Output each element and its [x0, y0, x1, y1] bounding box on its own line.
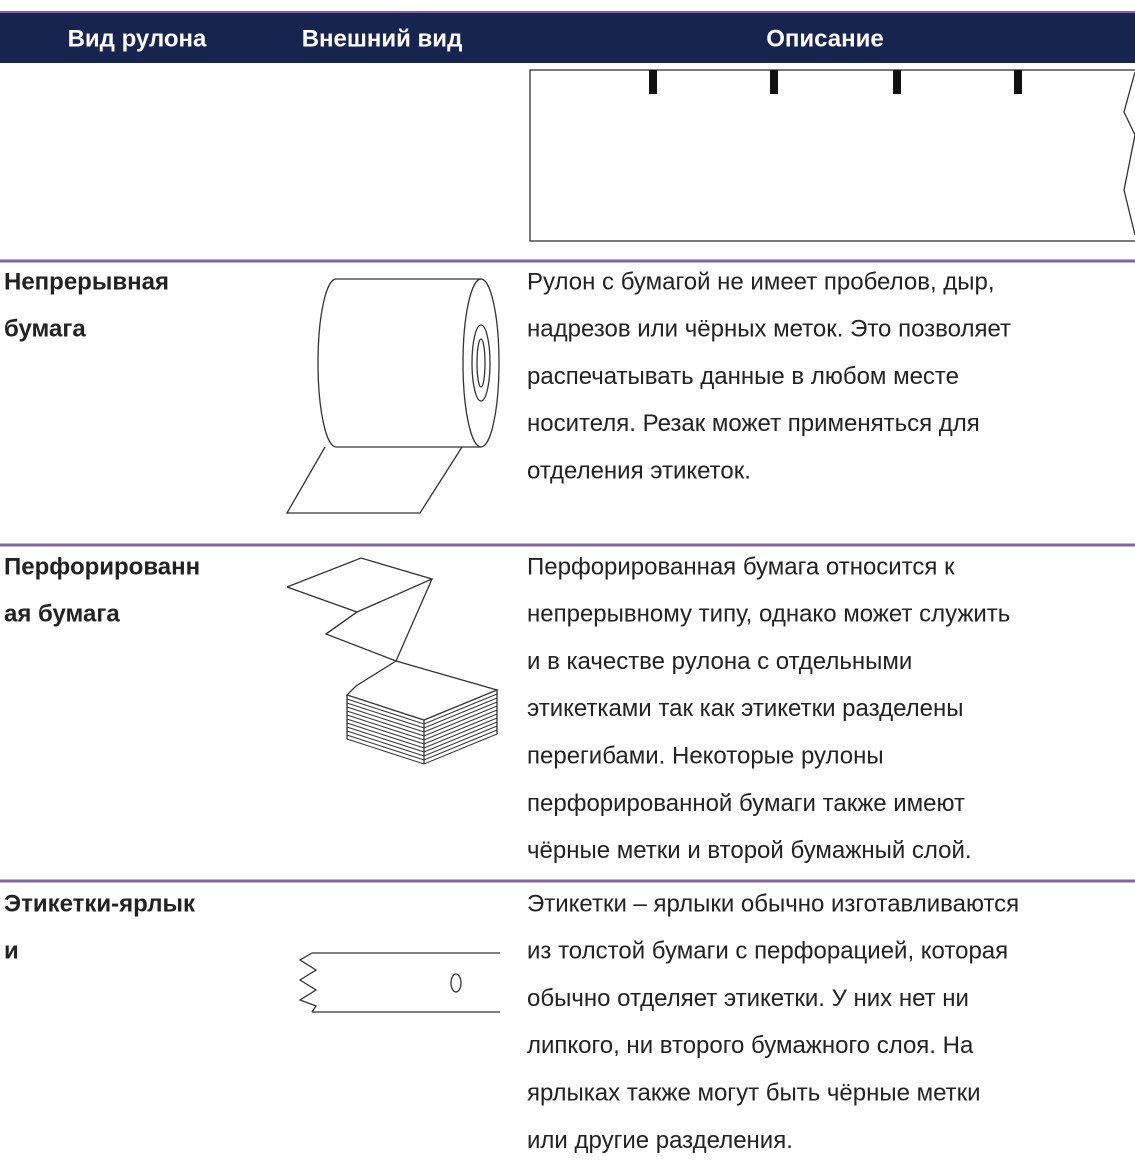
description-line: перфорированной бумаги также имеют	[527, 790, 965, 817]
roll-type-name: и	[4, 938, 19, 965]
roll-type-name: Непрерывная	[4, 268, 169, 295]
description-line: распечатывать данные в любом месте	[527, 363, 959, 390]
roll-type-name: ая бумага	[4, 601, 120, 628]
tag-illustration	[298, 952, 500, 1013]
header-bar	[0, 13, 1135, 63]
roll-type-name: Перфорированн	[4, 553, 200, 580]
description-line: чёрные метки и второй бумажный слой.	[527, 837, 972, 864]
roll-illustration	[285, 278, 500, 514]
description-line: отделения этикеток.	[527, 458, 751, 485]
description-line: перегибами. Некоторые рулоны	[527, 743, 884, 770]
description-line: Этикетки – ярлыки обычно изготавливаются	[527, 890, 1019, 917]
description-line: надрезов или чёрных меток. Это позволяет	[527, 316, 1011, 343]
roll-type-name: Этикетки-ярлык	[4, 890, 196, 917]
description-line: липкого, ни второго бумажного слоя. На	[527, 1032, 974, 1059]
description-line: или другие разделения.	[527, 1127, 793, 1154]
roll-type-name: бумага	[4, 316, 86, 343]
description-line: Перфорированная бумага относится к	[527, 553, 955, 580]
header-cell: Вид рулона	[68, 25, 207, 52]
description-line: носителя. Резак может применяться для	[527, 410, 980, 437]
fanfold-illustration	[286, 557, 499, 765]
description-line: из толстой бумаги с перфорацией, которая	[527, 938, 1008, 965]
description-line: этикетками так как этикетки разделены	[527, 695, 963, 722]
header-cell: Внешний вид	[302, 25, 463, 52]
description-line: и в качестве рулона с отдельными	[527, 648, 912, 675]
description-line: обычно отделяет этикетки. У них нет ни	[527, 985, 969, 1012]
description-line: непрерывному типу, однако может служить	[527, 601, 1010, 628]
black-mark-illustration	[529, 69, 1135, 242]
header-cell: Описание	[766, 25, 884, 52]
description-line: Рулон с бумагой не имеет пробелов, дыр,	[527, 268, 995, 295]
description-line: ярлыках также могут быть чёрные метки	[527, 1080, 981, 1107]
